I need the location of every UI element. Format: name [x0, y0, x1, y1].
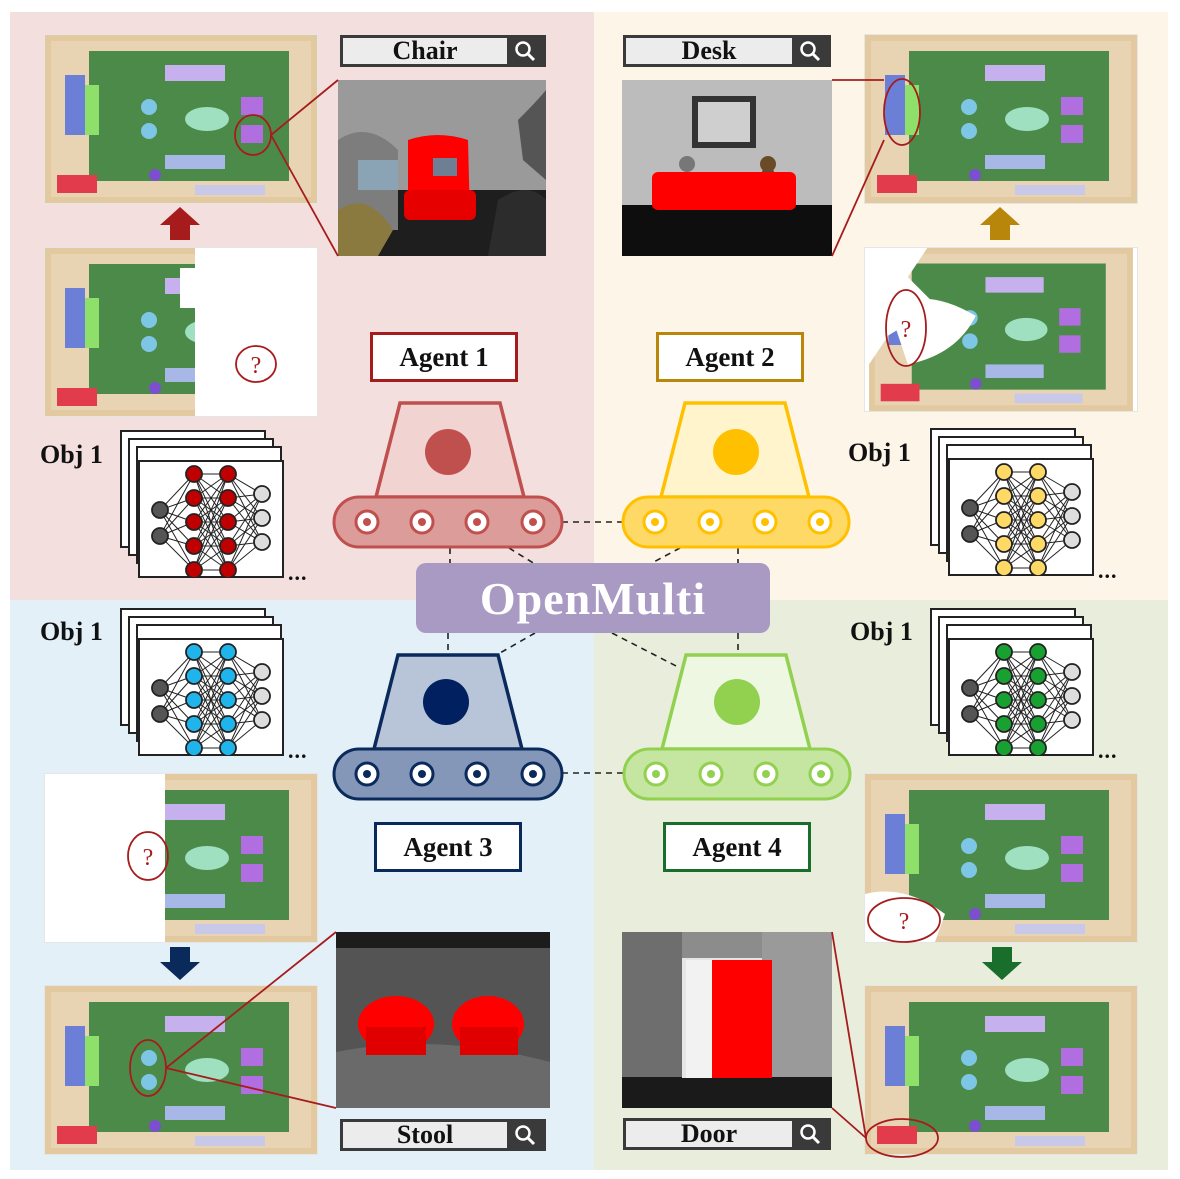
- agent2-arrow-icon: [980, 207, 1020, 240]
- agent2-robot-icon: [623, 403, 849, 547]
- question-icon: ?: [901, 317, 912, 343]
- question-icon: ?: [251, 353, 262, 379]
- agent3-arrow-icon: [160, 947, 200, 980]
- agent1-robot-icon: [334, 403, 562, 547]
- question-icon: ?: [899, 909, 910, 935]
- center-label: OpenMulti: [416, 563, 770, 633]
- agent3-robot-icon: [334, 655, 562, 799]
- question-icon: ?: [143, 845, 154, 871]
- agent1-arrow-icon: [160, 207, 200, 240]
- agent4-robot-icon: [624, 655, 850, 799]
- agent4-arrow-icon: [982, 947, 1022, 980]
